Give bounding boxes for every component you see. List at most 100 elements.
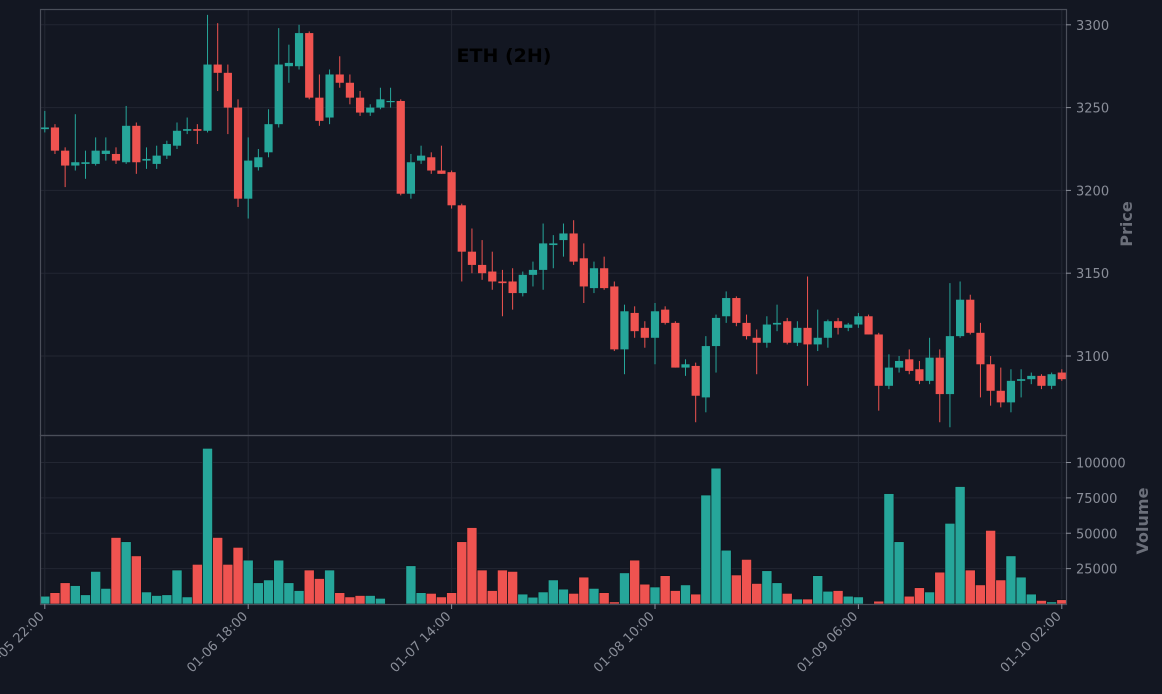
volume-bar [690, 593, 701, 605]
volume-bar [1025, 593, 1037, 605]
volume-bar [293, 590, 305, 605]
volume-bar [731, 574, 742, 605]
candle [233, 99, 243, 207]
candle-body [569, 233, 578, 262]
volume-bar [985, 530, 996, 605]
candle [600, 256, 609, 290]
chart-title: ETH (2H) [457, 45, 552, 67]
volume-bar [629, 559, 640, 605]
candle [284, 44, 293, 83]
volume-bar [507, 571, 518, 605]
volume-bar [141, 591, 152, 605]
candle-body [142, 158, 151, 161]
volume-bar [364, 595, 376, 605]
candle [478, 240, 487, 280]
candle [813, 309, 822, 352]
volume-bar [242, 559, 254, 605]
volume-bar [924, 591, 935, 605]
price-tick-label: 3200 [1076, 184, 1109, 199]
candle [386, 87, 395, 108]
candle [539, 223, 548, 290]
volume-bar [436, 596, 447, 605]
candle-body [528, 269, 538, 275]
volume-bar [771, 582, 783, 605]
candle-body [549, 243, 558, 246]
candle-body [996, 390, 1005, 403]
candle-body [640, 327, 649, 338]
candle [254, 149, 263, 171]
volume-bar [1036, 600, 1047, 605]
volume-bar [497, 569, 508, 605]
volume-bar [812, 575, 824, 605]
candle [569, 220, 578, 265]
candle-body [945, 336, 955, 395]
price-axis: 3100 3150 3200 3250 3300 [1066, 19, 1109, 365]
candle-body [772, 322, 782, 325]
volume-bar [425, 593, 437, 605]
volume-bar [914, 587, 925, 605]
candle [488, 251, 497, 290]
candle [976, 322, 985, 398]
candle-body [793, 327, 802, 343]
candle-body [864, 316, 873, 335]
volume-bar [903, 595, 915, 605]
candle [91, 137, 100, 166]
candle-body [742, 322, 751, 337]
candle [345, 74, 354, 105]
candle [620, 304, 629, 375]
volume-bar [303, 569, 315, 605]
candle [162, 140, 171, 159]
volume-bar [710, 467, 722, 605]
candle [101, 137, 110, 161]
volume-bar [90, 571, 101, 605]
candle [142, 147, 151, 169]
volume-bar [1046, 601, 1057, 605]
candle-body [600, 268, 609, 289]
candle [884, 354, 894, 390]
candle-body [406, 162, 416, 194]
volume-bar [415, 592, 427, 605]
candle-body [650, 311, 660, 338]
candle [213, 23, 222, 92]
candle [274, 28, 283, 128]
candle [406, 153, 416, 199]
volume-bar [80, 594, 91, 605]
volume-axis: 25000 50000 75000 100000 [1066, 457, 1126, 578]
candle [986, 356, 995, 406]
candle [650, 303, 660, 365]
volume-tick-label: 100000 [1076, 457, 1126, 472]
candle [701, 336, 710, 413]
candle-body [976, 332, 985, 365]
candle-body [722, 298, 731, 317]
candle-body [437, 170, 446, 174]
candle-body [244, 160, 253, 199]
candle-body [305, 33, 314, 98]
candle [427, 152, 436, 174]
volume-bar [964, 569, 976, 605]
candle-body [111, 153, 121, 161]
volume-panel-frame [39, 434, 1068, 606]
volume-bar [588, 588, 600, 605]
volume-bar [1056, 599, 1068, 605]
candle-body [518, 274, 527, 294]
candle [315, 74, 324, 126]
candle [528, 261, 538, 287]
volume-bar [975, 584, 986, 605]
candle [264, 109, 273, 158]
candle [40, 110, 49, 133]
price-tick-label: 3300 [1076, 19, 1109, 34]
candle [416, 145, 426, 164]
candle-body [986, 364, 995, 391]
candle [305, 31, 314, 100]
volume-bar [842, 595, 854, 605]
candle [366, 104, 375, 116]
volume-bar [883, 493, 895, 605]
volume-bar [1015, 576, 1027, 605]
volume-bar [792, 598, 803, 605]
candle-body [345, 82, 354, 98]
candle-body [539, 243, 548, 270]
candle [783, 317, 792, 345]
volume-bar [253, 582, 264, 605]
volume-bar [537, 591, 549, 605]
candle [223, 64, 232, 135]
